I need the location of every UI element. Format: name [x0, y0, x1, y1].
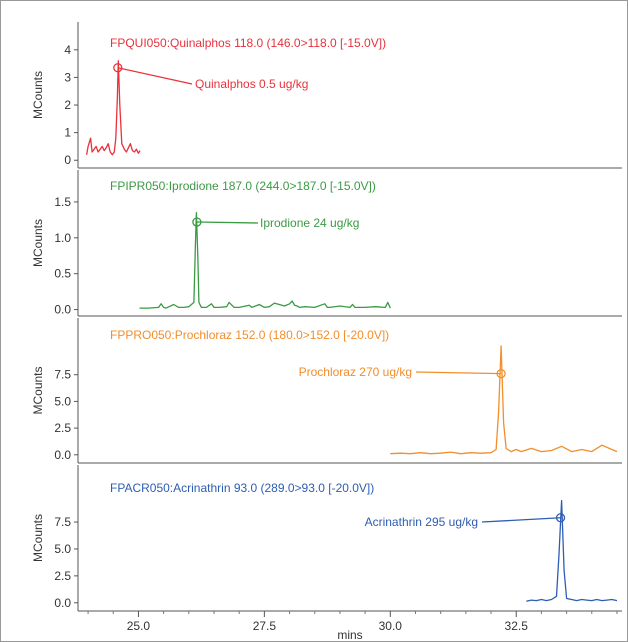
- panel-3: 0.0 2.5 5.0 7.5 MCounts FPPRO050:Prochloraz 1…: [31, 318, 622, 464]
- annotation-label: Acrinathrin 295 ug/kg: [365, 515, 478, 529]
- x-tick-label: 27.5: [253, 619, 277, 633]
- x-axis: 25.0 27.5 30.0 32.5 mins: [87, 611, 618, 642]
- annotation-label: Quinalphos 0.5 ug/kg: [195, 77, 308, 91]
- panel-4: 0.0 2.5 5.0 7.5 MCounts FPACR050:Acrinathrin …: [31, 465, 622, 612]
- y-tick-label: 2.5: [54, 421, 71, 435]
- annotation-leader-line: [196, 221, 259, 224]
- series-line: [526, 499, 618, 602]
- series-line: [139, 212, 391, 309]
- y-tick-label: 2: [64, 98, 71, 112]
- y-tick-label: 5.0: [54, 394, 71, 408]
- y-tick-label: 5.0: [54, 542, 71, 556]
- y-axis-label: MCounts: [31, 366, 45, 414]
- annotation-leader-line: [117, 67, 193, 85]
- y-tick-label: 0.0: [54, 448, 71, 462]
- x-tick-label: 25.0: [127, 619, 151, 633]
- annotation-leader-line: [481, 517, 561, 523]
- y-axis-label: MCounts: [31, 514, 45, 562]
- y-tick-label: 3: [64, 70, 71, 84]
- y-tick-label: 2.5: [54, 569, 71, 583]
- panel-title: FPQUI050:Quinalphos 118.0 (146.0>118.0 […: [110, 36, 386, 50]
- x-axis-label: mins: [337, 628, 362, 642]
- y-tick-label: 4: [64, 43, 71, 57]
- y-tick-label: 7.5: [54, 515, 71, 529]
- y-tick-label: 1: [64, 126, 71, 140]
- x-tick-label: 32.5: [505, 619, 529, 633]
- y-tick-label: 0: [64, 153, 71, 167]
- y-axis-label: MCounts: [31, 219, 45, 267]
- panel-title: FPPRO050:Prochloraz 152.0 (180.0>152.0 […: [110, 328, 389, 342]
- panel-title: FPIPR050:Iprodione 187.0 (244.0>187.0 [-…: [110, 179, 376, 193]
- y-tick-label: 1.0: [54, 231, 71, 245]
- x-tick-label: 30.0: [379, 619, 403, 633]
- peak-marker: [192, 217, 202, 227]
- series-line: [85, 60, 141, 156]
- annotation-label: Prochloraz 270 ug/kg: [299, 365, 412, 379]
- y-axis-label: MCounts: [31, 71, 45, 119]
- annotation-label: Iprodione 24 ug/kg: [260, 216, 359, 230]
- annotation-leader-line: [415, 371, 502, 375]
- panel-title: FPACR050:Acrinathrin 93.0 (289.0>93.0 [-…: [110, 481, 374, 495]
- series-line: [390, 345, 618, 455]
- panel-1: 0 1 2 3 4 MCounts FPQUI050:Quinalphos 118.0 (1…: [31, 22, 622, 169]
- peak-marker: [555, 513, 566, 523]
- peak-marker: [496, 368, 506, 379]
- chart-panels: 0 1 2 3 4 MCounts FPQUI050:Quinalphos 118.0 (1…: [31, 22, 622, 612]
- y-tick-label: 7.5: [54, 368, 71, 382]
- peak-marker: [113, 63, 123, 73]
- panel-2: 0.0 0.5 1.0 1.5 MCounts FPIPR050:Iprodione 18…: [31, 170, 622, 317]
- y-tick-label: 0.0: [54, 303, 71, 317]
- y-tick-label: 0.5: [54, 267, 71, 281]
- y-tick-label: 1.5: [54, 195, 71, 209]
- y-tick-label: 0.0: [54, 596, 71, 610]
